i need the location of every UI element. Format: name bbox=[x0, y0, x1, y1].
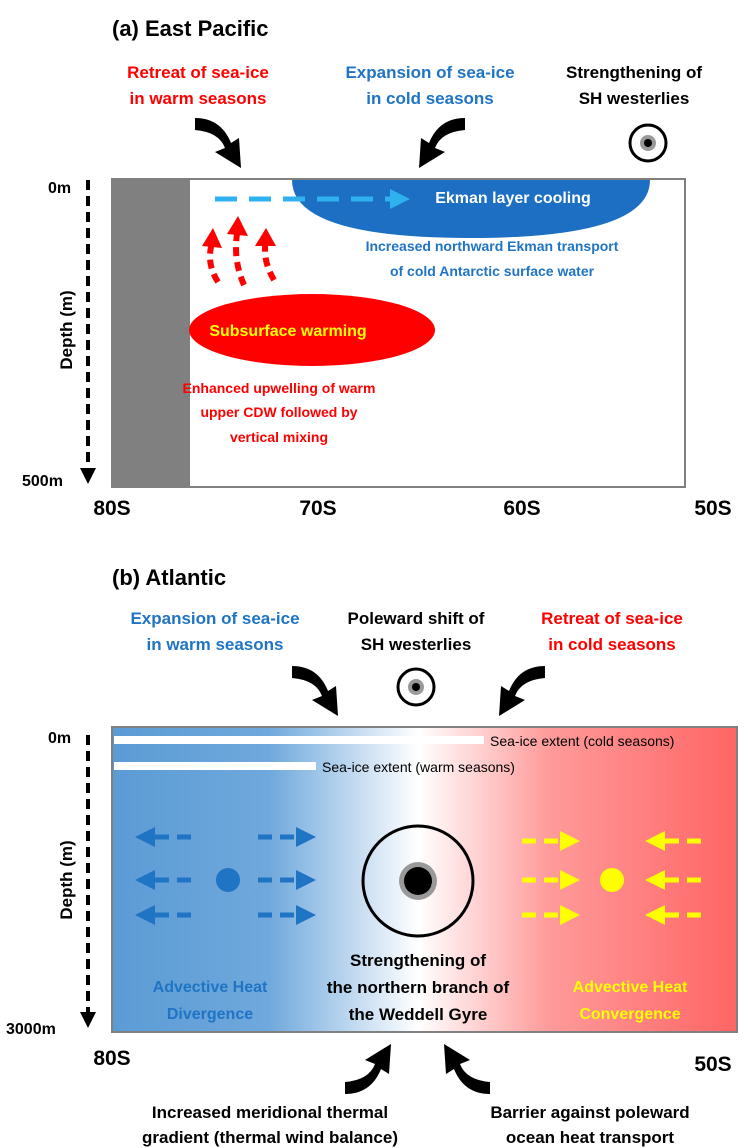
label: Retreat of sea-ice bbox=[127, 63, 269, 82]
label: Strengthening of bbox=[350, 951, 486, 970]
x-label: 60S bbox=[503, 497, 540, 520]
x-label: 50S bbox=[694, 1053, 731, 1076]
divergence-arrows bbox=[135, 827, 316, 925]
arrow bbox=[444, 1044, 490, 1094]
x-label: 50S bbox=[694, 497, 731, 520]
label: in warm seasons bbox=[129, 89, 266, 108]
gyre-symbol bbox=[361, 824, 475, 938]
x-label: 80S bbox=[93, 1047, 130, 1070]
label: the northern branch of bbox=[327, 978, 510, 997]
ice-bar bbox=[114, 762, 316, 770]
label: gradient (thermal wind balance) bbox=[142, 1128, 398, 1147]
title: (b) Atlantic bbox=[112, 565, 226, 590]
label: Poleward shift of bbox=[348, 609, 485, 628]
label: in cold seasons bbox=[366, 89, 494, 108]
label: Subsurface warming bbox=[209, 323, 366, 340]
arrow bbox=[195, 118, 241, 168]
panel-b: (b) Atlantic Expansion of sea-ice in war… bbox=[6, 565, 738, 1147]
ice-bar bbox=[114, 736, 484, 744]
label: Advective Heat bbox=[573, 979, 688, 996]
arrow bbox=[419, 118, 465, 168]
arrow bbox=[390, 189, 410, 209]
label: in warm seasons bbox=[146, 635, 283, 654]
label: vertical mixing bbox=[230, 429, 328, 445]
label: in cold seasons bbox=[548, 635, 676, 654]
label: Enhanced upwelling of warm bbox=[183, 380, 376, 396]
label: 3000m bbox=[6, 1021, 56, 1038]
label: 0m bbox=[48, 730, 71, 747]
arrow bbox=[345, 1044, 391, 1094]
westerly-symbol bbox=[396, 667, 436, 707]
x-label: 70S bbox=[299, 497, 336, 520]
label: Increased northward Ekman transport bbox=[366, 238, 619, 254]
label: Expansion of sea-ice bbox=[130, 609, 299, 628]
label: upper CDW followed by bbox=[200, 404, 357, 420]
axis-title: Depth (m) bbox=[57, 290, 76, 369]
label: Sea-ice extent (cold seasons) bbox=[490, 733, 674, 749]
label: SH westerlies bbox=[579, 89, 690, 108]
label: Sea-ice extent (warm seasons) bbox=[322, 759, 515, 775]
axis-title: Depth (m) bbox=[57, 840, 76, 919]
x-label: 80S bbox=[93, 497, 130, 520]
label: 500m bbox=[22, 473, 63, 490]
title: (a) East Pacific bbox=[112, 16, 269, 41]
label: Strengthening of bbox=[566, 63, 702, 82]
warming-ellipse bbox=[189, 294, 435, 366]
label: SH westerlies bbox=[361, 635, 472, 654]
convergence-arrows bbox=[522, 831, 703, 925]
label: Barrier against poleward bbox=[490, 1103, 689, 1122]
label: 0m bbox=[48, 180, 71, 197]
label: Advective Heat bbox=[153, 979, 268, 996]
label: ocean heat transport bbox=[506, 1128, 674, 1147]
land bbox=[113, 180, 190, 486]
label: the Weddell Gyre bbox=[349, 1005, 488, 1024]
label: Expansion of sea-ice bbox=[345, 63, 514, 82]
arrow bbox=[499, 666, 545, 716]
westerly-symbol bbox=[628, 123, 668, 163]
label: Retreat of sea-ice bbox=[541, 609, 683, 628]
panel-a: (a) East Pacific Retreat of sea-ice in w… bbox=[22, 16, 732, 520]
label: Convergence bbox=[579, 1006, 680, 1023]
ekman-layer bbox=[292, 180, 650, 238]
label: Ekman layer cooling bbox=[435, 190, 591, 207]
label: of cold Antarctic surface water bbox=[390, 263, 595, 279]
arrow bbox=[292, 666, 338, 716]
label: Divergence bbox=[167, 1006, 253, 1023]
label: Increased meridional thermal bbox=[152, 1103, 388, 1122]
